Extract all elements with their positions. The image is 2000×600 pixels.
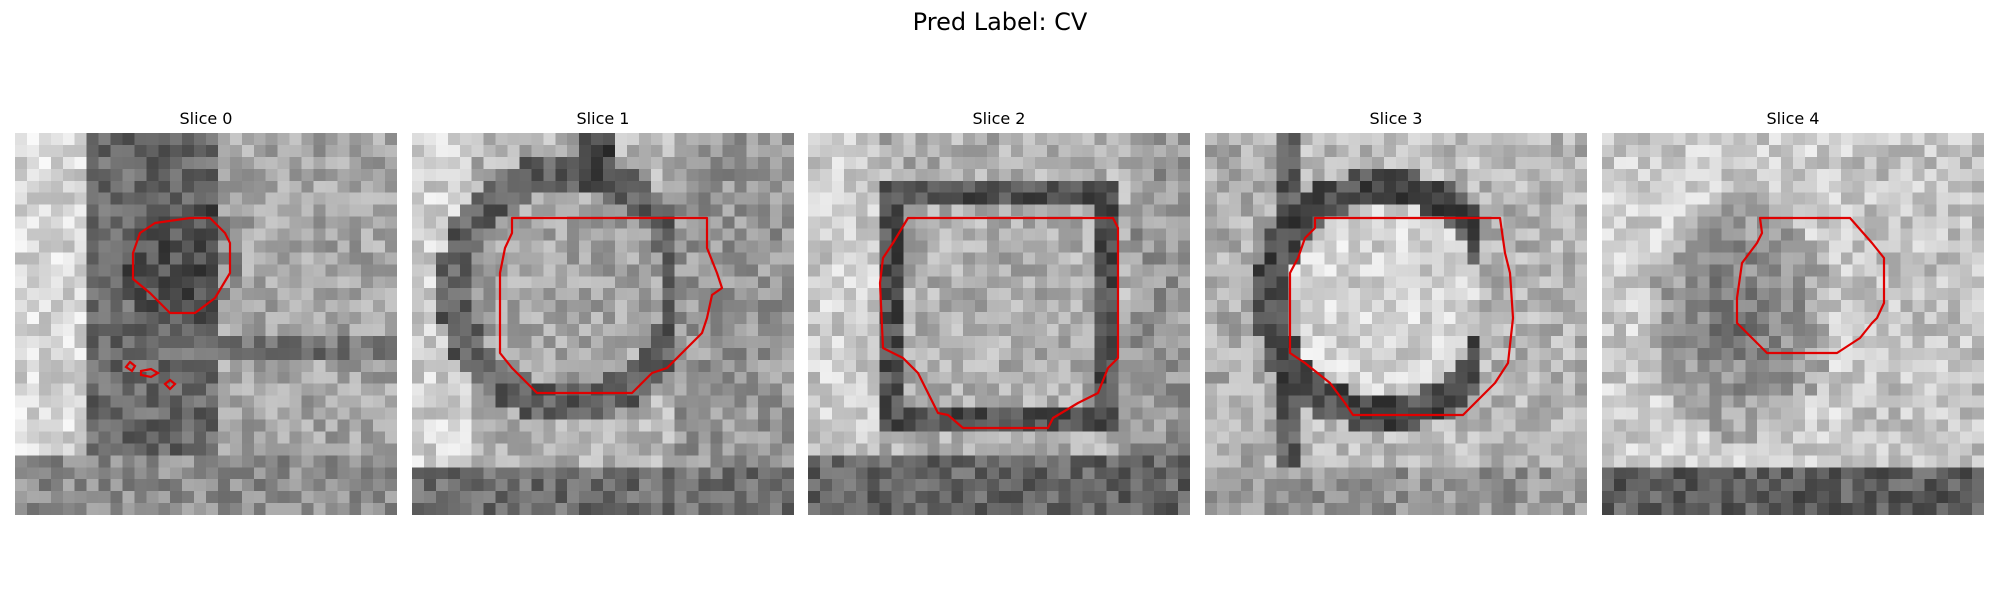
slice-title-0: Slice 0	[179, 109, 233, 128]
grayscale-patch-2	[808, 133, 1190, 515]
slice-title-2: Slice 2	[972, 109, 1026, 128]
contour-overlay-3	[1288, 216, 1515, 417]
contour-outline	[498, 216, 724, 395]
slice-image-0	[15, 133, 397, 515]
slice-panel-2: Slice 2	[808, 108, 1190, 515]
contour-outline	[1735, 216, 1886, 355]
grayscale-patch-1	[412, 133, 794, 515]
slice-panel-1: Slice 1	[412, 108, 794, 515]
slice-title-1: Slice 1	[576, 109, 630, 128]
figure-title: Pred Label: CV	[912, 8, 1088, 36]
slice-panel-0: Slice 0	[15, 108, 397, 515]
contour-outline	[131, 216, 232, 315]
contour-outline	[878, 216, 1120, 430]
contour-overlay-4	[1735, 216, 1886, 355]
contour-outline	[139, 367, 161, 379]
contour-outline	[1288, 216, 1515, 417]
slice-image-2	[808, 133, 1190, 515]
contour-overlay-2	[878, 216, 1120, 430]
contour-outline	[163, 378, 177, 391]
slice-title-4: Slice 4	[1766, 109, 1820, 128]
contour-outline	[124, 360, 137, 373]
contour-overlay-0	[124, 216, 232, 391]
slice-panel-3: Slice 3	[1205, 108, 1587, 515]
contour-overlay-1	[498, 216, 724, 395]
slice-image-4	[1602, 133, 1984, 515]
slice-image-3	[1205, 133, 1587, 515]
grayscale-patch-3	[1205, 133, 1587, 515]
slice-image-1	[412, 133, 794, 515]
slice-title-3: Slice 3	[1369, 109, 1423, 128]
grayscale-patch-4	[1602, 133, 1984, 515]
grayscale-patch-0	[15, 133, 397, 515]
slice-panel-4: Slice 4	[1602, 108, 1984, 515]
